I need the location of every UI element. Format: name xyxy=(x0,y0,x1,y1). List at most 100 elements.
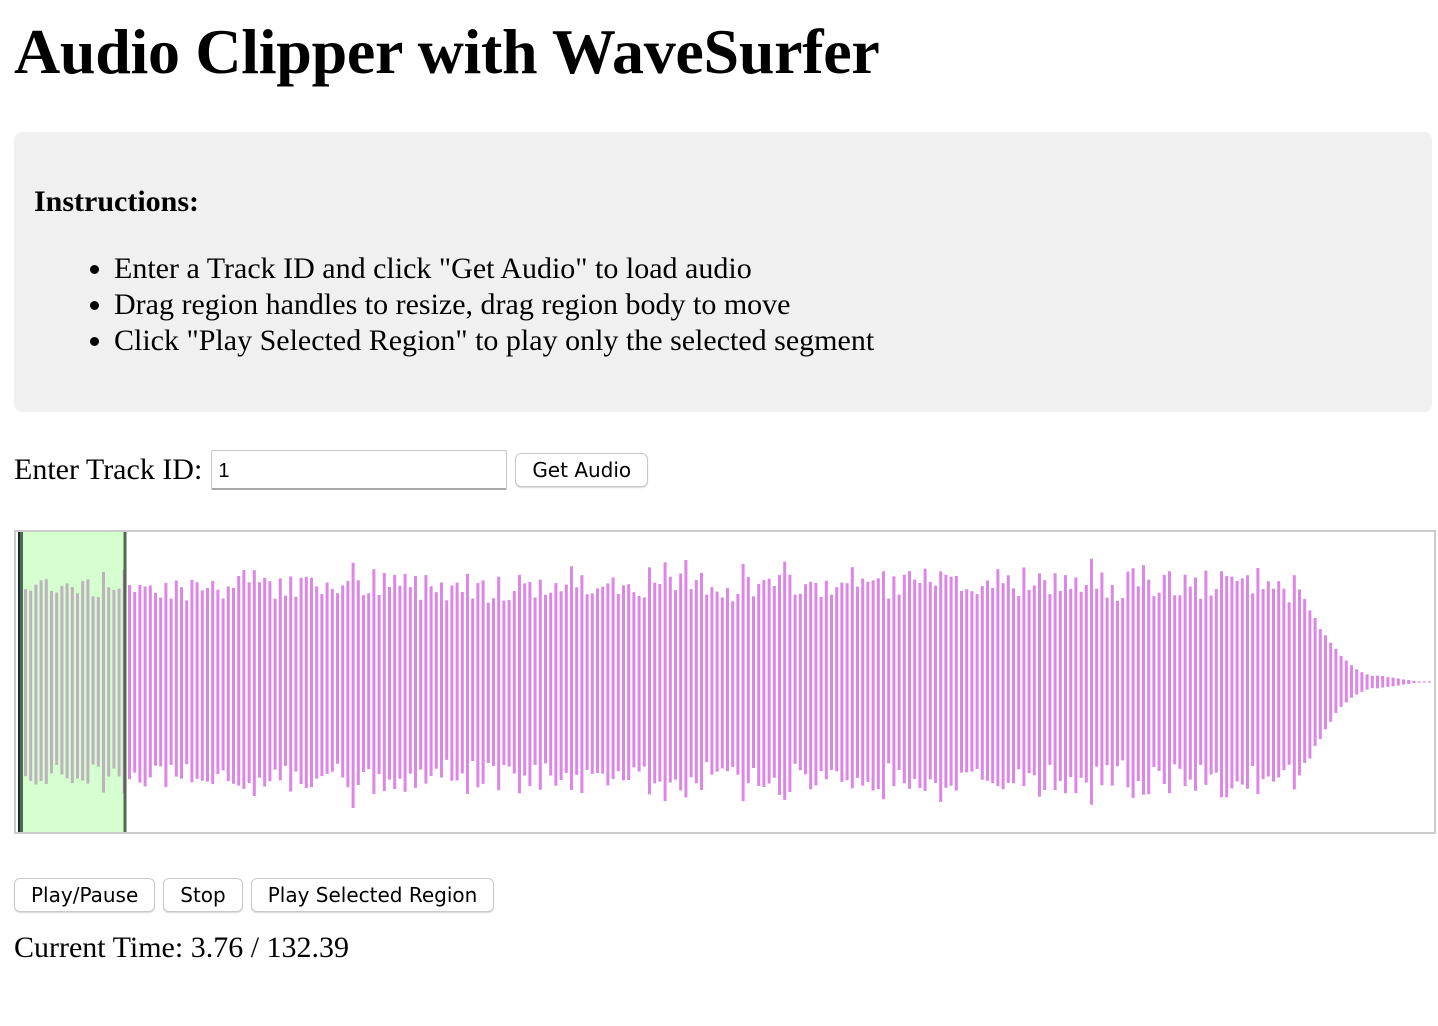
track-id-input[interactable] xyxy=(211,450,508,490)
waveform-bar xyxy=(523,583,527,776)
region-handle-right[interactable] xyxy=(123,532,127,832)
waveform-bar xyxy=(299,577,303,785)
waveform-bar xyxy=(720,597,724,769)
waveform-bar xyxy=(1396,678,1400,686)
waveform-bar xyxy=(991,587,995,783)
waveform-bar xyxy=(393,574,397,789)
waveform-bar xyxy=(112,589,116,769)
waveform-bar xyxy=(793,594,797,764)
waveform-bar xyxy=(1147,579,1151,795)
waveform-bar xyxy=(351,562,355,808)
waveform-bar xyxy=(622,585,625,781)
current-time-label: Current Time: xyxy=(14,931,184,964)
waveform-bar xyxy=(767,578,771,784)
waveform-bar xyxy=(1074,577,1078,794)
play-selected-region-button[interactable]: Play Selected Region xyxy=(250,878,495,912)
waveform-bar xyxy=(642,597,646,767)
waveform-bar xyxy=(398,585,402,779)
waveform-bar xyxy=(554,583,558,786)
waveform-bar xyxy=(668,576,672,783)
waveform-bar xyxy=(492,598,495,766)
track-id-row: Enter Track ID: Get Audio xyxy=(14,450,649,490)
waveform-bar xyxy=(606,583,610,786)
waveform-bar xyxy=(653,582,657,784)
waveform-bar xyxy=(1194,577,1197,791)
waveform-bar xyxy=(928,581,932,780)
waveform-bar xyxy=(1261,589,1265,780)
waveform-bar xyxy=(1131,568,1135,798)
waveform-bar xyxy=(559,591,563,780)
waveform-bar xyxy=(1240,578,1244,785)
waveform-bar xyxy=(44,579,48,784)
waveform-bar xyxy=(76,593,79,779)
waveform-bar xyxy=(481,580,485,784)
waveform-bar xyxy=(944,574,948,788)
waveform-bar xyxy=(705,594,709,763)
waveform-bar xyxy=(169,598,173,765)
waveform-canvas[interactable] xyxy=(16,532,1434,832)
waveform-bar xyxy=(128,585,131,780)
waveform-container[interactable] xyxy=(14,530,1436,834)
waveform-bar xyxy=(1266,581,1270,777)
waveform-bar xyxy=(289,576,293,792)
waveform-bar xyxy=(1162,574,1166,784)
waveform-bar xyxy=(1339,655,1343,707)
waveform-bar xyxy=(533,597,537,765)
waveform-bar xyxy=(1173,595,1177,765)
waveform-bar xyxy=(949,576,953,786)
waveform-bar xyxy=(954,576,958,791)
waveform-bar xyxy=(1412,680,1416,683)
waveform-bar xyxy=(1183,574,1187,787)
waveform-bar xyxy=(1126,571,1130,788)
waveform-bar xyxy=(497,576,501,791)
waveform-bar xyxy=(200,590,204,781)
waveform-bar xyxy=(341,585,345,778)
waveform-bar xyxy=(585,594,589,770)
instructions-panel: Instructions: Enter a Track ID and click… xyxy=(14,132,1432,412)
waveform-bar xyxy=(466,573,469,794)
waveform-bar xyxy=(746,576,750,784)
get-audio-button[interactable]: Get Audio xyxy=(515,453,649,487)
waveform-bar xyxy=(1064,575,1067,794)
waveform-bar xyxy=(544,594,547,764)
waveform-bar xyxy=(1272,588,1275,782)
waveform-bar xyxy=(273,598,277,770)
waveform-bar xyxy=(861,578,865,786)
waveform-bar xyxy=(689,589,693,778)
current-time-display: Current Time: 3.76 / 132.39 xyxy=(14,930,349,966)
waveform-bar xyxy=(1391,677,1395,687)
waveform-bar xyxy=(1209,595,1213,775)
waveform-bar xyxy=(512,591,516,774)
play-pause-button[interactable]: Play/Pause xyxy=(14,878,156,912)
waveform-bar xyxy=(367,593,371,770)
waveform-bar xyxy=(1287,602,1291,765)
waveform-bar xyxy=(102,572,105,793)
waveform-bar xyxy=(388,587,391,780)
waveform-bar xyxy=(434,592,438,769)
waveform-bar xyxy=(570,566,573,790)
instruction-item: Drag region handles to resize, drag regi… xyxy=(114,287,874,323)
waveform-bar xyxy=(70,587,74,784)
waveform-bar xyxy=(658,584,662,782)
waveform-bar xyxy=(528,581,532,787)
waveform-bar xyxy=(190,579,194,783)
waveform-bar xyxy=(1417,681,1421,683)
waveform-bar xyxy=(965,589,969,773)
waveform-bar xyxy=(1105,597,1109,766)
waveform-bar xyxy=(29,590,33,781)
region-handle-left[interactable] xyxy=(20,532,23,832)
waveform-bar xyxy=(154,592,157,766)
waveform-bar xyxy=(731,601,735,767)
waveform-bar xyxy=(1095,588,1099,767)
waveform-bar xyxy=(502,600,506,765)
waveform-bar xyxy=(1188,586,1192,780)
waveform-bar xyxy=(1428,681,1431,683)
waveform-bar xyxy=(1142,565,1145,795)
stop-button[interactable]: Stop xyxy=(163,878,243,912)
waveform-bar xyxy=(325,582,329,774)
waveform-bar xyxy=(143,586,147,787)
waveform-bar xyxy=(159,597,163,767)
waveform-bar xyxy=(1053,573,1057,791)
waveform-bar xyxy=(86,579,90,784)
waveform-bar xyxy=(684,560,688,798)
